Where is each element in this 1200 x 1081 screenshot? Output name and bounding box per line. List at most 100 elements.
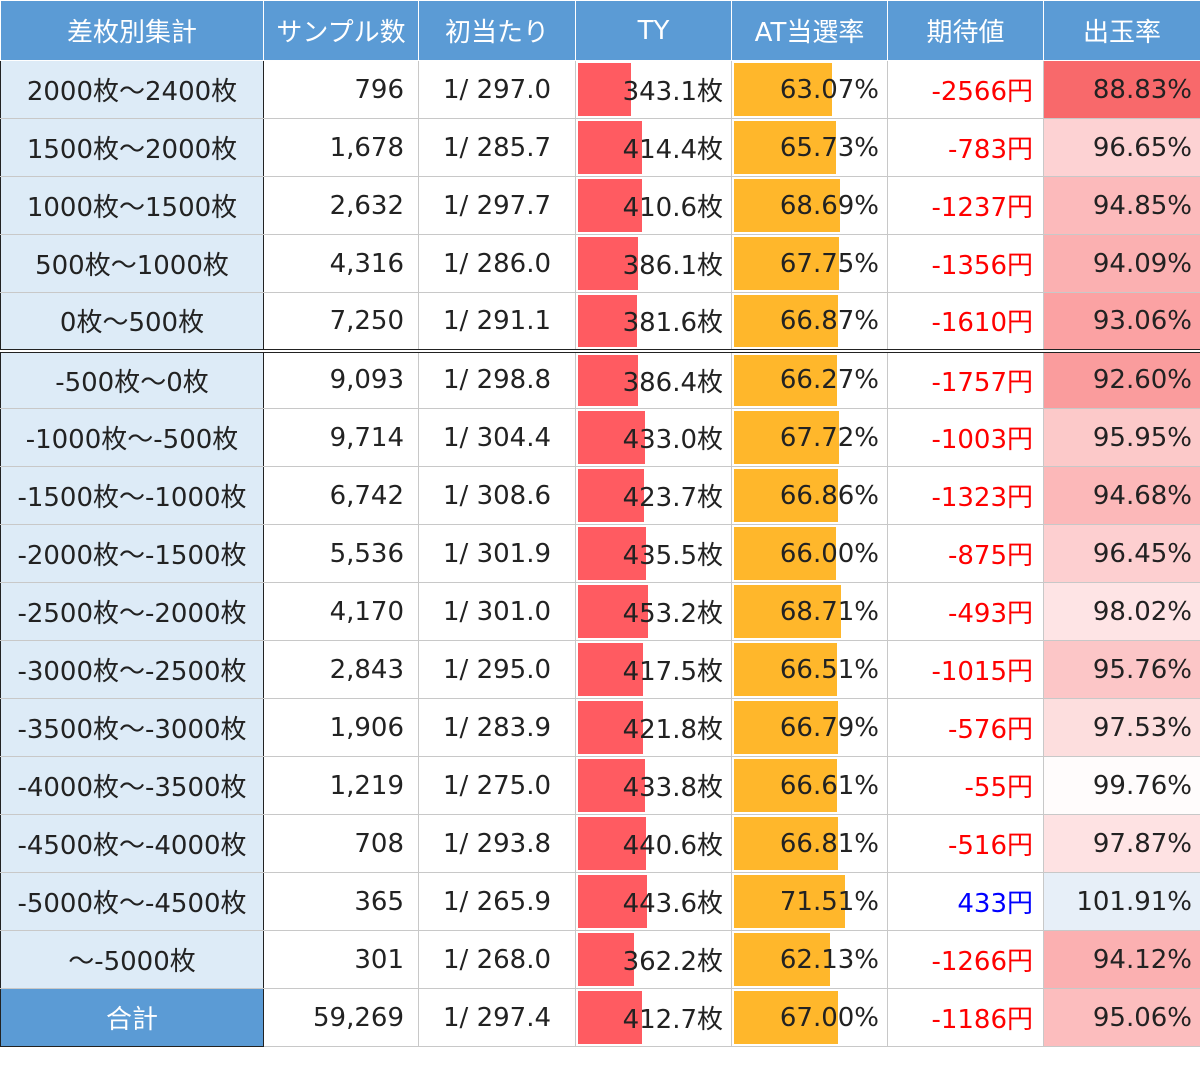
row-label: 〜-5000枚 <box>0 930 264 989</box>
at-rate-cell-value: 66.61% <box>779 770 879 801</box>
table-row: 2000枚〜2400枚 796 1/ 297.0 343.1枚 63.07% -2566円… <box>0 60 1200 119</box>
ty-cell-bar <box>578 817 647 870</box>
ty-cell-value: 433.0枚 <box>622 425 723 455</box>
row-label: 1000枚〜1500枚 <box>0 176 264 235</box>
header-samples: サンプル数 <box>263 0 419 61</box>
samples-cell: 2,632 <box>263 176 419 235</box>
samples-cell: 7,250 <box>263 292 419 351</box>
row-label: -2000枚〜-1500枚 <box>0 524 264 583</box>
row-label: -500枚〜0枚 <box>0 348 264 409</box>
first-hit-cell: 1/ 268.0 <box>418 930 576 989</box>
ty-cell-bar <box>578 179 642 232</box>
expected-value-cell: -2566円 <box>887 60 1044 119</box>
payout-rate-cell: 95.95% <box>1043 408 1200 467</box>
ty-cell: 433.8枚 <box>575 756 732 815</box>
first-hit-cell: 1/ 297.0 <box>418 60 576 119</box>
samples-cell: 1,678 <box>263 118 419 177</box>
ty-cell-value: 433.8枚 <box>622 773 723 803</box>
first-hit-cell: 1/ 304.4 <box>418 408 576 467</box>
ty-cell-value: 440.6枚 <box>622 831 723 861</box>
at-rate-cell: 66.00% <box>731 524 888 583</box>
payout-rate-cell: 92.60% <box>1043 348 1200 409</box>
total-row: 合計 59,269 1/ 297.4 412.7枚 67.00% -1186円 95.06% <box>0 988 1200 1047</box>
expected-value-cell: -1757円 <box>887 348 1044 409</box>
at-rate-cell: 66.79% <box>731 698 888 757</box>
row-label: -4000枚〜-3500枚 <box>0 756 264 815</box>
at-rate-cell: 66.87% <box>731 292 888 351</box>
ty-cell: 453.2枚 <box>575 582 732 641</box>
at-rate-cell: 65.73% <box>731 118 888 177</box>
at-rate-cell-value: 68.71% <box>779 596 879 627</box>
ty-cell-value: 421.8枚 <box>622 715 723 745</box>
expected-value-cell: -1003円 <box>887 408 1044 467</box>
at-rate-cell-bar <box>734 63 832 116</box>
payout-rate-cell: 94.85% <box>1043 176 1200 235</box>
table-row: 500枚〜1000枚 4,316 1/ 286.0 386.1枚 67.75% -1356… <box>0 234 1200 293</box>
stats-table: 差枚別集計 サンプル数 初当たり TY AT当選率 期待値 出玉率 2000枚〜… <box>0 0 1200 1047</box>
samples-cell: 1,906 <box>263 698 419 757</box>
at-rate-cell-value: 66.81% <box>779 828 879 859</box>
ty-cell-value: 423.7枚 <box>622 483 723 513</box>
at-rate-cell-bar <box>734 933 831 986</box>
at-rate-cell-value: 66.87% <box>779 305 879 336</box>
at-rate-cell-bar <box>734 759 838 812</box>
ty-cell-bar <box>578 643 643 696</box>
at-rate-cell-bar <box>734 875 845 928</box>
ty-cell-bar <box>578 411 646 464</box>
at-rate-cell: 68.69% <box>731 176 888 235</box>
at-rate-cell-bar <box>734 817 838 870</box>
at-rate-cell-bar <box>734 295 838 347</box>
at-rate-cell-value: 66.86% <box>779 480 879 511</box>
header-at-rate: AT当選率 <box>731 0 888 61</box>
at-rate-cell-value: 67.75% <box>779 248 879 279</box>
at-rate-cell-value: 66.79% <box>779 712 879 743</box>
samples-cell: 796 <box>263 60 419 119</box>
at-rate-cell-bar <box>734 469 838 522</box>
header-first-hit: 初当たり <box>418 0 576 61</box>
first-hit-cell: 1/ 301.0 <box>418 582 576 641</box>
samples-cell: 5,536 <box>263 524 419 583</box>
ty-cell-bar <box>578 237 638 290</box>
payout-rate-cell: 94.09% <box>1043 234 1200 293</box>
table-row: -1500枚〜-1000枚 6,742 1/ 308.6 423.7枚 66.86% -1… <box>0 466 1200 525</box>
ty-cell-bar <box>578 875 647 928</box>
at-rate-cell: 62.13% <box>731 930 888 989</box>
ty-cell: 381.6枚 <box>575 292 732 351</box>
ty-cell: 386.1枚 <box>575 234 732 293</box>
table-row: -2500枚〜-2000枚 4,170 1/ 301.0 453.2枚 68.71% -4… <box>0 582 1200 641</box>
table-row: -3500枚〜-3000枚 1,906 1/ 283.9 421.8枚 66.79% -5… <box>0 698 1200 757</box>
samples-cell: 4,316 <box>263 234 419 293</box>
samples-cell: 59,269 <box>263 988 419 1047</box>
samples-cell: 4,170 <box>263 582 419 641</box>
at-rate-cell: 66.51% <box>731 640 888 699</box>
first-hit-cell: 1/ 291.1 <box>418 292 576 351</box>
at-rate-cell-value: 68.69% <box>779 190 879 221</box>
samples-cell: 365 <box>263 872 419 931</box>
row-label: -4500枚〜-4000枚 <box>0 814 264 873</box>
ty-cell-bar <box>578 585 649 638</box>
at-rate-cell: 66.61% <box>731 756 888 815</box>
ty-cell-bar <box>578 759 646 812</box>
first-hit-cell: 1/ 298.8 <box>418 348 576 409</box>
first-hit-cell: 1/ 275.0 <box>418 756 576 815</box>
payout-rate-cell: 97.53% <box>1043 698 1200 757</box>
ty-cell-value: 443.6枚 <box>622 889 723 919</box>
payout-rate-cell: 96.65% <box>1043 118 1200 177</box>
at-rate-cell-bar <box>734 354 837 406</box>
first-hit-cell: 1/ 301.9 <box>418 524 576 583</box>
ty-cell: 386.4枚 <box>575 348 732 409</box>
ty-cell-bar <box>578 469 644 522</box>
samples-cell: 9,093 <box>263 348 419 409</box>
expected-value-cell: -493円 <box>887 582 1044 641</box>
header-expected-value: 期待値 <box>887 0 1044 61</box>
at-rate-cell-bar <box>734 179 841 232</box>
payout-rate-cell: 94.68% <box>1043 466 1200 525</box>
payout-rate-cell: 97.87% <box>1043 814 1200 873</box>
payout-rate-cell: 94.12% <box>1043 930 1200 989</box>
payout-rate-cell: 101.91% <box>1043 872 1200 931</box>
row-label: -1500枚〜-1000枚 <box>0 466 264 525</box>
samples-cell: 1,219 <box>263 756 419 815</box>
table-row: -3000枚〜-2500枚 2,843 1/ 295.0 417.5枚 66.51% -1… <box>0 640 1200 699</box>
header-ty: TY <box>575 0 732 61</box>
row-label: 0枚〜500枚 <box>0 292 264 351</box>
